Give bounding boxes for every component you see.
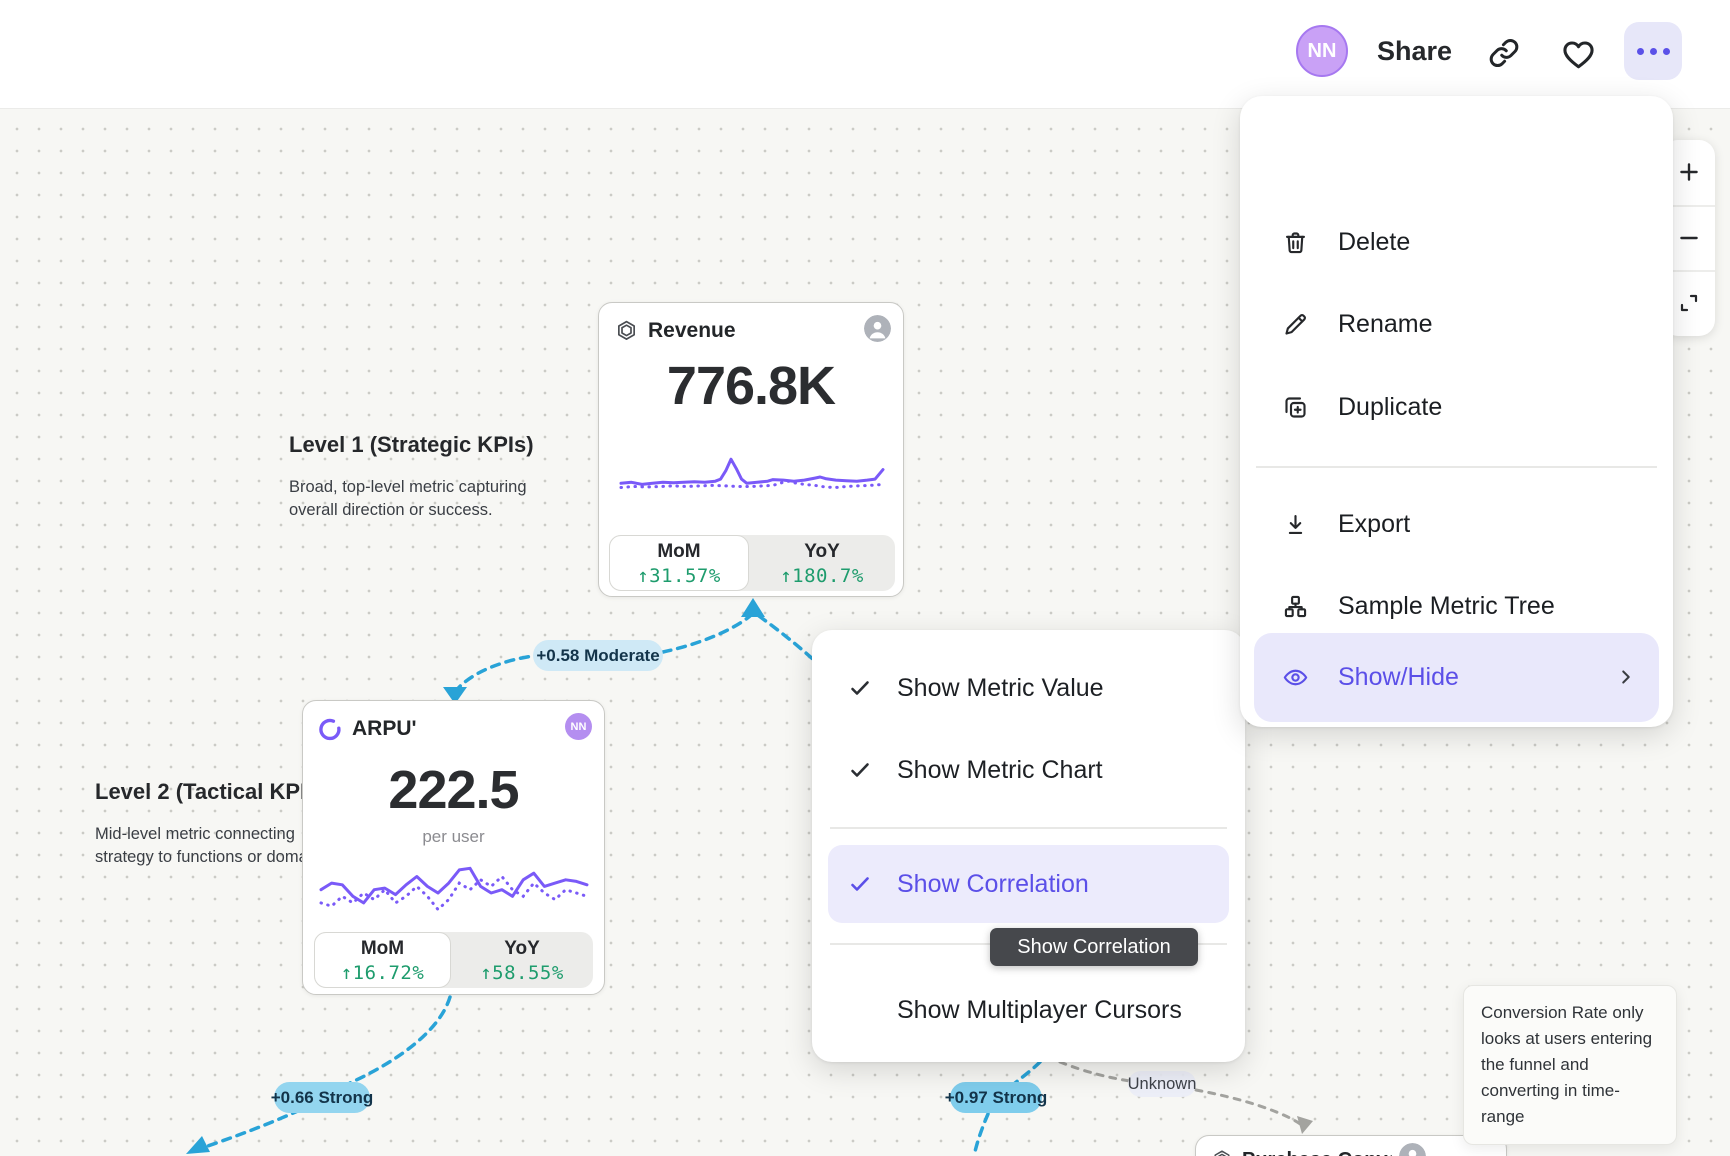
arpu-tab-yoy[interactable]: YoY ↑58.55% [451, 932, 593, 988]
chevron-right-icon [1615, 666, 1637, 688]
level2-description: Mid-level metric connecting strategy to … [95, 825, 334, 866]
menu-item-label: Sample Metric Tree [1338, 591, 1555, 620]
revenue-tab-mom[interactable] [609, 535, 749, 591]
revenue-mom-label: MoM [657, 541, 701, 562]
view-options-menu: Show Metric Value Show Metric Chart Show… [812, 630, 1245, 1062]
arpu-card-title: ARPU' [352, 717, 417, 740]
arpu-tab-mom-content[interactable]: MoM ↑16.72% [314, 932, 451, 988]
revenue-value: 776.8K [666, 356, 836, 416]
menu-item-duplicate[interactable]: Duplicate [1256, 366, 1657, 448]
arpu-mom-label: MoM [360, 938, 405, 959]
menu-item-show-correlation-highlight [828, 845, 1229, 923]
arpu-value: 222.5 [388, 760, 519, 820]
download-icon [1282, 511, 1309, 538]
menu-item-rename[interactable]: Rename [1256, 283, 1657, 365]
menu-item-sample-metric-tree[interactable]: Sample Metric Tree [1256, 565, 1657, 647]
menu-item-label: Show Metric Chart [897, 755, 1103, 784]
fit-view-button[interactable] [1662, 271, 1715, 335]
menu-item-delete[interactable]: Delete [1256, 201, 1657, 283]
level1-title: Level 1 (Strategic KPIs) [289, 432, 534, 457]
arc-metric-icon [317, 716, 344, 743]
revenue-tab-yoy[interactable]: YoY ↑180.7% [749, 535, 895, 591]
arpu-tab-mom[interactable] [314, 932, 451, 988]
menu-item-label: Show Metric Value [897, 673, 1104, 702]
pencil-icon [1282, 311, 1309, 338]
check-icon [848, 676, 872, 700]
user-avatar[interactable]: NN [1296, 25, 1348, 77]
correlation-badge-strong-1[interactable]: +0.66 Strong [271, 1082, 373, 1113]
purchase-card-header: Purchase Conversion R [1210, 1146, 1492, 1156]
menu-item-show-correlation[interactable]: Show Correlation [828, 845, 1229, 923]
menu-item-show-hide[interactable]: Show/Hide [1256, 636, 1657, 718]
revenue-tab-mom-content[interactable]: MoM ↑31.57% [609, 535, 749, 591]
zoom-out-button[interactable] [1662, 206, 1715, 270]
menu-item-export[interactable]: Export [1256, 483, 1657, 565]
tree-icon [1282, 593, 1309, 620]
revenue-yoy-label: YoY [804, 541, 840, 562]
metric-card-revenue[interactable]: Revenue 776.8K MoM ↑31.57% YoY ↑180.7% [598, 302, 904, 597]
menu-item-label: Duplicate [1338, 392, 1443, 421]
revenue-mom-value: ↑31.57% [637, 565, 721, 587]
arpu-unit: per user [422, 827, 485, 846]
correlation-badge-strong-2[interactable]: +0.97 Strong [945, 1082, 1047, 1113]
owner-avatar-icon[interactable] [864, 315, 891, 342]
menu-item-label: Show Correlation [897, 869, 1089, 898]
menu-item-label: Show Multiplayer Cursors [897, 995, 1182, 1024]
level2-title: Level 2 (Tactical KPIs) [95, 779, 326, 804]
show-correlation-tooltip: Show Correlation [990, 928, 1198, 966]
metric-card-arpu[interactable]: ARPU' NN 222.5 per user MoM ↑16.72% YoY … [302, 700, 605, 995]
revenue-card-title: Revenue [648, 319, 736, 342]
arpu-yoy-value: ↑58.55% [480, 962, 564, 984]
arpu-card-header: ARPU' [317, 715, 590, 743]
check-spacer [848, 998, 872, 1022]
owner-avatar-icon[interactable] [1399, 1143, 1426, 1156]
arpu-mom-value: ↑16.72% [340, 962, 425, 984]
metric-card-purchase-conversion[interactable]: Purchase Conversion R [1195, 1135, 1507, 1156]
check-icon [848, 872, 872, 896]
arpu-sparkline [319, 857, 589, 929]
hexagon-metric-icon [1210, 1148, 1234, 1156]
menu-item-show-metric-chart[interactable]: Show Metric Chart [828, 731, 1229, 809]
check-icon [848, 758, 872, 782]
correlation-label-unknown: Unknown [1128, 1071, 1196, 1097]
level1-description: Broad, top-level metric capturing overal… [289, 478, 527, 519]
purchase-card-title: Purchase Conversion R [1242, 1149, 1392, 1156]
topbar: NN Share [0, 0, 1730, 109]
menu-item-label: Export [1338, 509, 1411, 538]
more-options-menu: Delete Rename Duplicate [1240, 96, 1673, 727]
revenue-yoy-value: ↑180.7% [780, 565, 864, 587]
menu-item-show-multiplayer-cursors[interactable]: Show Multiplayer Cursors [828, 971, 1229, 1049]
share-button[interactable]: Share [1377, 36, 1453, 66]
conversion-note-tooltip: Conversion Rate only looks at users ente… [1463, 985, 1677, 1145]
correlation-badge-moderate[interactable]: +0.58 Moderate [533, 640, 663, 671]
revenue-sparkline [619, 453, 885, 501]
eye-icon [1282, 664, 1309, 691]
menu-item-label: Show/Hide [1338, 662, 1459, 691]
more-options-button[interactable] [1624, 22, 1682, 80]
arpu-yoy-label: YoY [504, 938, 540, 959]
menu-item-label: Rename [1338, 309, 1433, 338]
zoom-in-button[interactable] [1662, 140, 1715, 204]
revenue-card-header: Revenue [613, 317, 889, 345]
menu-item-label: Delete [1338, 227, 1411, 256]
duplicate-icon [1282, 394, 1309, 421]
trash-icon [1282, 229, 1309, 256]
menu-item-show-hide-highlight [1254, 633, 1659, 722]
collaborator-avatar[interactable]: NN [565, 713, 592, 740]
menu-item-show-metric-value[interactable]: Show Metric Value [828, 649, 1229, 727]
copy-link-icon[interactable] [1486, 35, 1522, 71]
hexagon-metric-icon [613, 318, 640, 345]
favorite-heart-icon[interactable] [1560, 35, 1596, 71]
